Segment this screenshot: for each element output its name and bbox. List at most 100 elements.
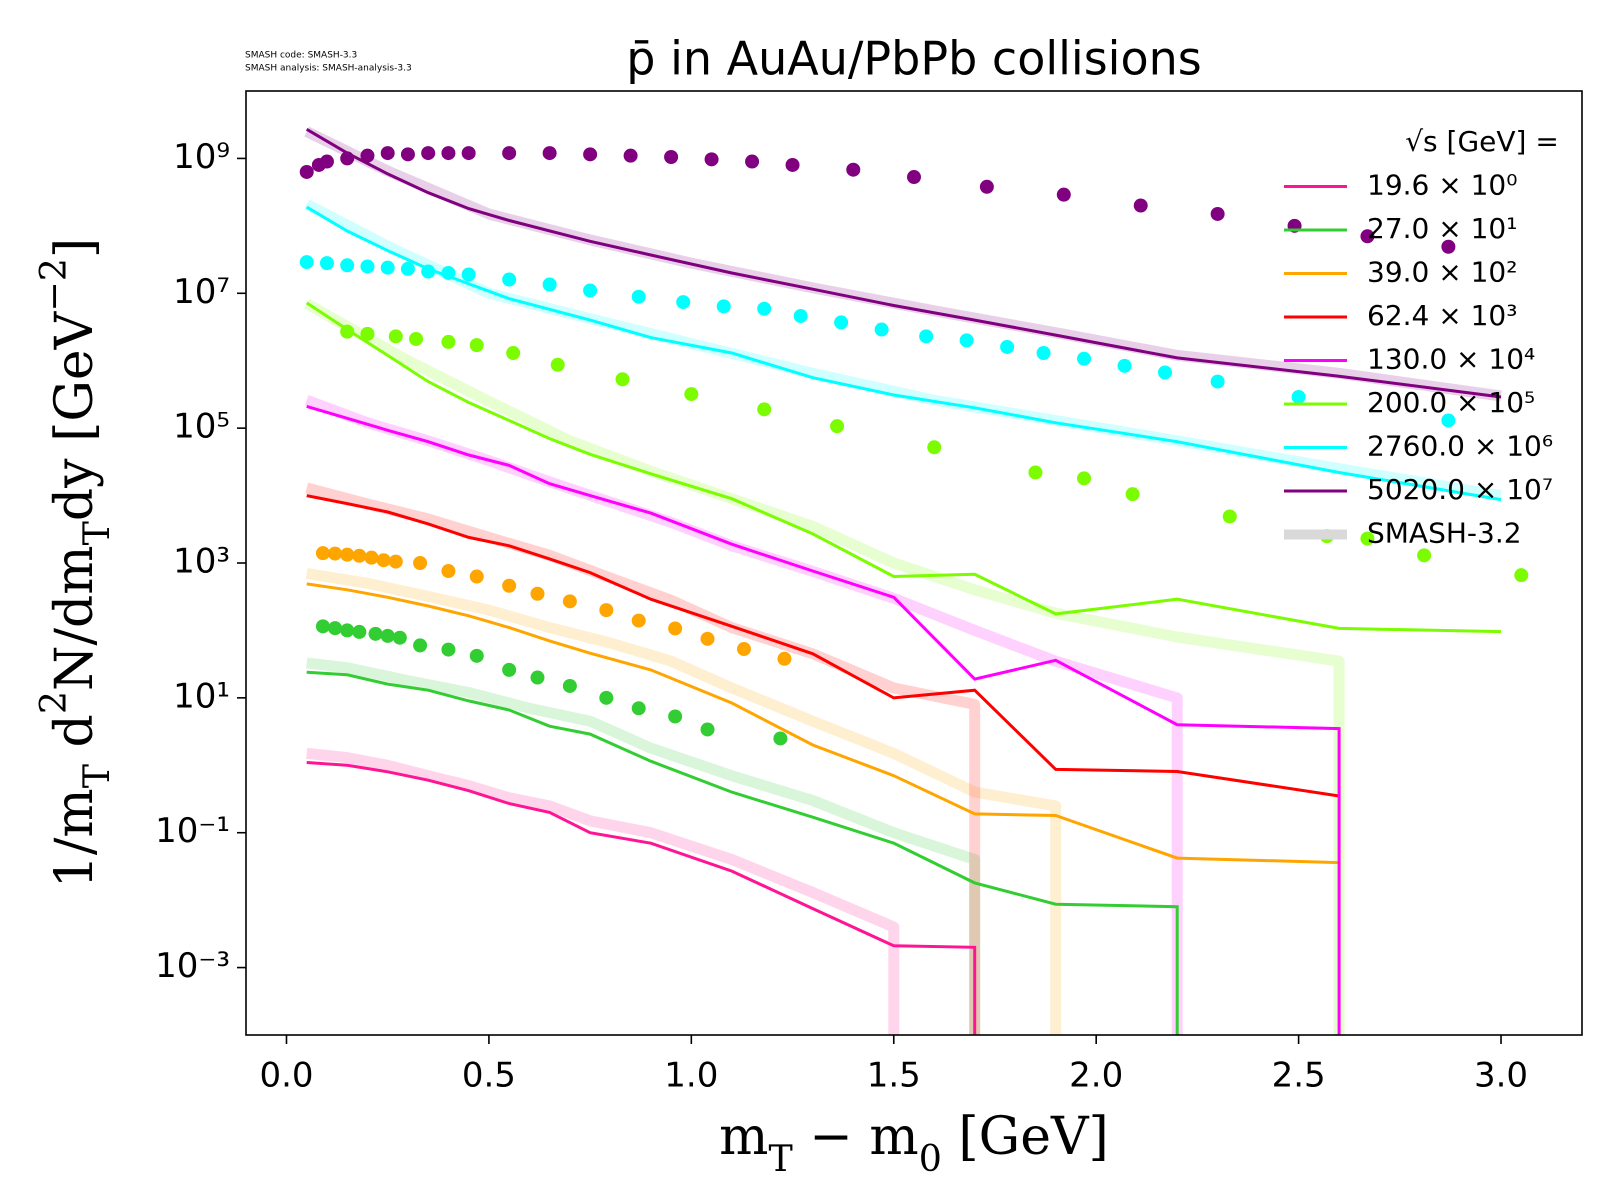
data-point xyxy=(352,548,367,563)
data-point xyxy=(421,264,436,279)
legend-title: √s [GeV] = xyxy=(1405,125,1559,158)
data-point xyxy=(340,547,355,562)
y-tick-label: 10⁹ xyxy=(173,137,230,177)
data-point xyxy=(676,295,691,310)
x-axis-label-part: T xyxy=(768,1137,792,1180)
data-point xyxy=(583,283,598,298)
data-point xyxy=(441,564,456,579)
data-point xyxy=(530,586,545,601)
data-point xyxy=(599,603,614,618)
x-axis-label-part: 0 xyxy=(919,1137,942,1180)
data-point xyxy=(380,146,395,161)
data-point xyxy=(1125,487,1140,502)
data-point xyxy=(1360,229,1375,244)
data-point xyxy=(388,329,403,344)
data-point xyxy=(413,556,428,570)
data-point xyxy=(793,309,808,324)
data-point xyxy=(328,546,343,561)
x-tick-label: 1.0 xyxy=(664,1056,718,1096)
header-note: SMASH code: SMASH-3.3 xyxy=(245,51,357,61)
data-point xyxy=(360,326,375,341)
x-tick-label: 0.0 xyxy=(259,1056,313,1096)
y-tick-label: 10⁻³ xyxy=(155,946,230,986)
data-point xyxy=(1417,548,1432,563)
model-line xyxy=(306,404,1341,1035)
data-point xyxy=(700,631,715,646)
data-point xyxy=(319,256,334,271)
data-point xyxy=(421,146,436,161)
legend-label: 62.4 × 10³ xyxy=(1367,299,1517,332)
model-line xyxy=(306,582,1340,865)
legend-label: 200.0 × 10⁵ xyxy=(1367,386,1535,419)
data-point xyxy=(1077,471,1092,486)
chart-title: p̄ in AuAu/PbPb collisions xyxy=(626,32,1201,86)
legend-label: SMASH-3.2 xyxy=(1367,517,1522,550)
data-point xyxy=(704,152,719,167)
x-tick-label: 0.5 xyxy=(462,1056,516,1096)
legend: √s [GeV] = 19.6 × 10⁰ 27.0 × 10¹ 39.0 × 10²… xyxy=(1284,125,1559,550)
model-line xyxy=(305,301,1502,634)
y-tick-label: 10⁵ xyxy=(173,407,230,447)
y-axis-label-part: dy [GeV xyxy=(45,310,105,521)
y-axis-label-part: N/dm xyxy=(45,545,105,691)
y-tick-label: 10³ xyxy=(173,542,230,582)
data-point xyxy=(315,619,330,634)
data-point xyxy=(599,690,614,705)
data-point xyxy=(461,146,476,161)
data-point xyxy=(907,170,921,185)
legend-label: 2760.0 × 10⁶ xyxy=(1367,430,1553,463)
x-axis-label-part: − m xyxy=(793,1107,919,1167)
data-point xyxy=(1036,346,1051,361)
reference-line xyxy=(305,482,981,1035)
legend-label: 27.0 × 10¹ xyxy=(1367,212,1517,245)
reference-line xyxy=(305,567,1062,1035)
x-axis-label-part: [GeV] xyxy=(942,1107,1109,1167)
data-point xyxy=(441,265,456,280)
data-point xyxy=(562,678,577,693)
model-line xyxy=(306,494,1340,798)
data-point xyxy=(542,146,557,161)
data-point xyxy=(777,651,792,666)
data-point xyxy=(376,553,391,568)
model-line xyxy=(306,761,977,1035)
data-point xyxy=(830,419,845,434)
data-point xyxy=(1222,509,1237,524)
data-point xyxy=(315,546,330,561)
data-point xyxy=(469,338,484,353)
data-point xyxy=(668,621,683,636)
data-point xyxy=(506,346,521,361)
data-point xyxy=(736,642,751,657)
data-point xyxy=(1441,239,1456,254)
data-point xyxy=(380,260,395,275)
y-axis-label-part: 1/m xyxy=(45,788,105,888)
data-point xyxy=(502,272,517,287)
data-point xyxy=(1133,198,1148,213)
data-point xyxy=(583,147,598,162)
data-point xyxy=(562,594,577,609)
legend-label: 39.0 × 10² xyxy=(1367,256,1517,289)
legend-label: 5020.0 × 10⁷ xyxy=(1367,473,1553,506)
data-point xyxy=(757,301,772,316)
data-point xyxy=(340,623,355,638)
y-axis-label-part: T xyxy=(75,764,118,788)
data-point xyxy=(1056,187,1071,202)
data-point xyxy=(631,613,646,628)
y-axis-label-part: ] xyxy=(45,238,105,258)
data-point xyxy=(874,322,889,337)
data-point xyxy=(959,333,974,348)
model-line xyxy=(306,670,1179,1035)
x-axis-label: mT − m0 [GeV] xyxy=(719,1107,1109,1181)
data-point xyxy=(623,148,638,163)
data-point xyxy=(328,621,343,636)
data-point xyxy=(368,626,383,641)
data-point xyxy=(785,157,800,172)
data-point xyxy=(927,440,942,455)
data-point xyxy=(441,334,456,349)
y-tick-label: 10¹ xyxy=(173,676,230,716)
y-axis-label-part: T xyxy=(75,521,118,545)
legend-label: 130.0 × 10⁴ xyxy=(1367,343,1535,376)
data-point xyxy=(631,289,646,304)
data-point xyxy=(1158,365,1173,380)
data-point xyxy=(745,154,760,169)
x-tick-label: 1.5 xyxy=(867,1056,921,1096)
